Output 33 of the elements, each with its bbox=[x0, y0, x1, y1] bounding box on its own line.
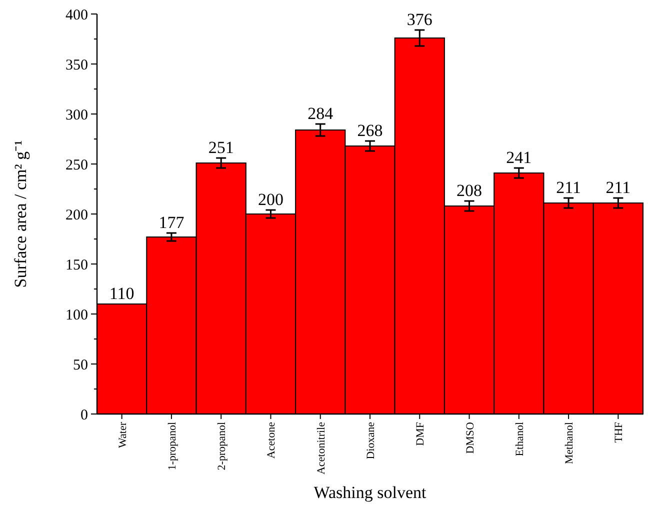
x-tick-label: Dioxane bbox=[365, 422, 377, 460]
y-tick-label: 150 bbox=[66, 257, 88, 274]
data-label: 268 bbox=[357, 121, 383, 140]
data-label: 284 bbox=[308, 104, 334, 123]
x-tick-label: DMF bbox=[414, 422, 427, 446]
x-tick-label: Acetone bbox=[266, 422, 278, 459]
data-label: 376 bbox=[406, 10, 432, 29]
data-label: 211 bbox=[556, 178, 581, 197]
x-tick-label: 1-propanol bbox=[166, 422, 178, 470]
y-tick-label: 0 bbox=[80, 407, 88, 424]
x-tick-label: THF bbox=[613, 422, 626, 443]
y-tick-label: 300 bbox=[66, 107, 88, 124]
y-tick-label: 50 bbox=[73, 357, 88, 374]
data-label: 110 bbox=[109, 284, 134, 303]
y-tick-label: 400 bbox=[66, 7, 88, 24]
data-label: 200 bbox=[258, 190, 284, 209]
x-tick-label: Ethanol bbox=[514, 422, 526, 456]
x-tick-label: Acetonitrile bbox=[315, 422, 328, 475]
y-tick-label: 250 bbox=[66, 157, 88, 174]
data-label: 241 bbox=[506, 148, 532, 167]
y-tick-label: 100 bbox=[66, 307, 88, 324]
data-label: 211 bbox=[606, 178, 631, 197]
x-tick-label: Water bbox=[116, 422, 129, 448]
x-tick-label: DMSO bbox=[464, 422, 476, 454]
x-tick-label: Methanol bbox=[564, 422, 576, 464]
data-label: 251 bbox=[208, 138, 234, 157]
x-axis-title: Washing solvent bbox=[314, 483, 426, 502]
data-label: 177 bbox=[158, 213, 185, 232]
x-tick-label: 2-propanol bbox=[216, 422, 228, 470]
y-tick-label: 350 bbox=[66, 57, 88, 74]
data-label: 208 bbox=[456, 181, 482, 200]
y-axis-title: Surface area / cm² g⁻¹ bbox=[11, 140, 30, 288]
y-tick-label: 200 bbox=[66, 207, 88, 224]
